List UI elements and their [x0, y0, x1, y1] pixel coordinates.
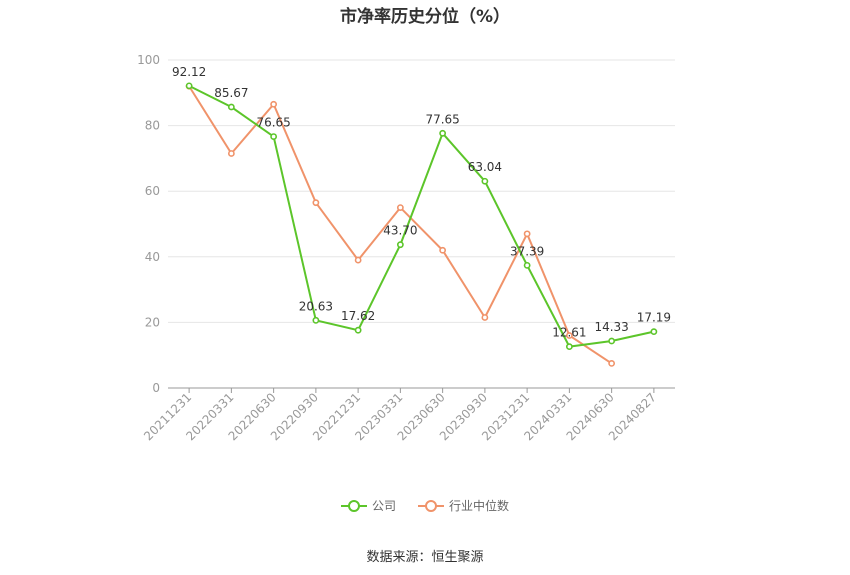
company-point	[523, 261, 531, 269]
data-label: 43.70	[383, 224, 417, 238]
legend-company-swatch	[340, 499, 367, 512]
company-point	[396, 241, 404, 249]
legend-industry-label: 行业中位数	[449, 499, 510, 513]
company-point	[439, 129, 447, 137]
y-tick-label: 80	[145, 119, 160, 133]
company-point	[608, 337, 616, 345]
industry-median-point	[565, 332, 573, 339]
data-label: 20.63	[299, 299, 333, 313]
company-point	[354, 326, 362, 334]
y-tick-label: 60	[145, 184, 160, 198]
industry-median-point	[312, 199, 320, 207]
company-point	[185, 82, 193, 90]
industry-median-point	[270, 100, 278, 108]
legend-item-industry-median[interactable]: 行业中位数	[418, 497, 509, 514]
data-label: 77.65	[425, 112, 459, 126]
data-label: 17.62	[341, 309, 375, 323]
company-point	[481, 177, 489, 185]
industry-median-point	[439, 246, 447, 254]
industry-median-point	[354, 256, 362, 264]
y-tick-label: 20	[145, 315, 160, 329]
data-label: 63.04	[468, 160, 502, 174]
industry-median-point	[396, 204, 404, 211]
data-label: 17.19	[637, 311, 671, 325]
company-point	[565, 343, 573, 351]
chart-title: 市净率历史分位（%）	[339, 7, 511, 27]
data-label: 85.67	[214, 86, 248, 100]
industry-median-point	[608, 359, 616, 367]
legend-item-company[interactable]: 公司	[340, 497, 396, 514]
company-point	[227, 103, 235, 111]
data-label: 92.12	[172, 65, 206, 79]
company-point	[270, 133, 278, 140]
data-label: 12.61	[552, 326, 586, 340]
industry-median-point	[227, 150, 235, 157]
y-tick-label: 100	[137, 53, 160, 67]
data-label: 76.65	[256, 116, 290, 130]
company-line	[188, 84, 655, 348]
y-tick-label: 0	[152, 381, 160, 395]
industry-median-point	[523, 230, 531, 238]
source-note: 数据来源：恒生聚源	[366, 550, 484, 565]
company-point	[312, 316, 320, 324]
company-point	[650, 328, 658, 336]
industry-median-point	[481, 314, 489, 321]
legend-industry-swatch	[418, 499, 444, 512]
legend-company-label: 公司	[371, 499, 396, 513]
data-label: 14.33	[594, 320, 628, 334]
legend: 公司 行业中位数	[0, 497, 850, 514]
data-label: 37.39	[510, 244, 544, 258]
y-tick-label: 40	[145, 250, 160, 264]
